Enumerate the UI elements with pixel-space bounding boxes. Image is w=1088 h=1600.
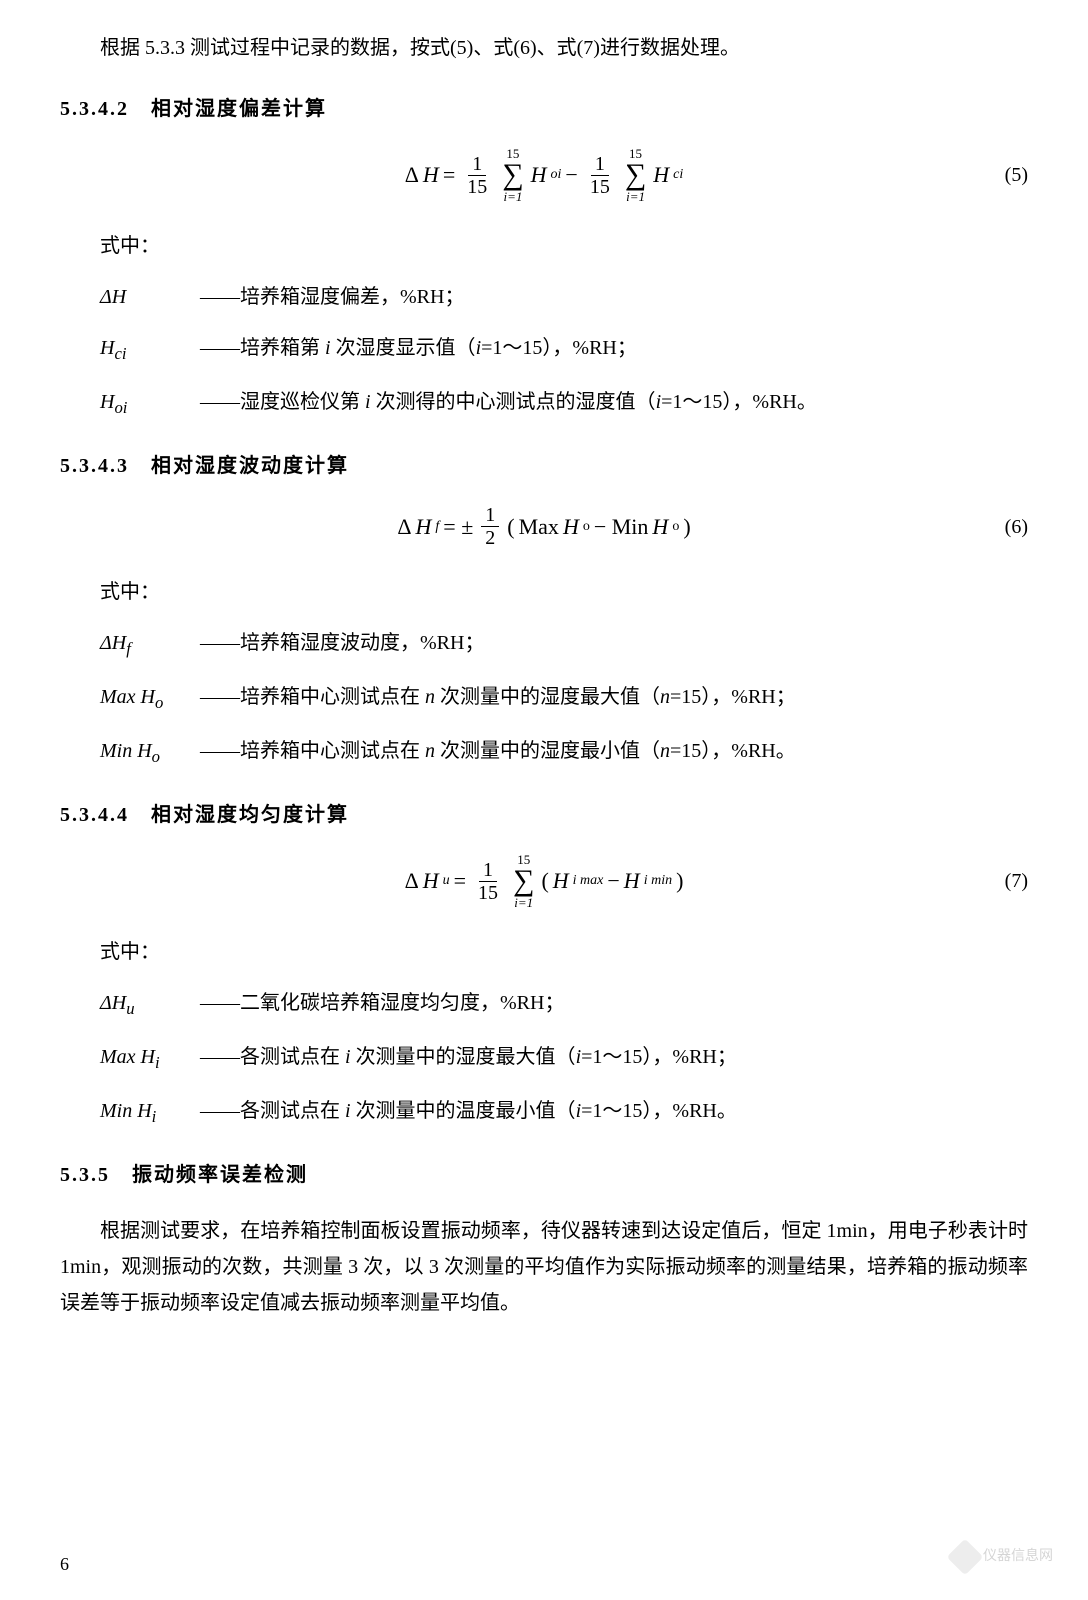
heading-5342: 5.3.4.2 相对湿度偏差计算 [60, 91, 1028, 127]
where-1: 式中： [100, 228, 1028, 264]
definition-line: ΔH ——培养箱湿度偏差，%RH； [100, 279, 1028, 315]
heading-535: 5.3.5 振动频率误差检测 [60, 1157, 1028, 1193]
body-para-535: 根据测试要求，在培养箱控制面板设置振动频率，待仪器转速到达设定值后，恒定 1mi… [60, 1213, 1028, 1321]
heading-5343: 5.3.4.3 相对湿度波动度计算 [60, 448, 1028, 484]
page-number: 6 [60, 1548, 69, 1580]
eq-num-5: (5) [1005, 157, 1028, 193]
definition-line: Hoi ——湿度巡检仪第 i 次测得的中心测试点的湿度值（i=1～15），%RH… [100, 384, 1028, 423]
definition-line: ΔHf ——培养箱湿度波动度，%RH； [100, 625, 1028, 664]
intro-text: 根据 5.3.3 测试过程中记录的数据，按式(5)、式(6)、式(7)进行数据处… [60, 30, 1028, 66]
heading-5344: 5.3.4.4 相对湿度均匀度计算 [60, 797, 1028, 833]
definition-line: Max Ho ——培养箱中心测试点在 n 次测量中的湿度最大值（n=15），%R… [100, 679, 1028, 718]
watermark-logo: 仪器信息网 [952, 1544, 1053, 1570]
definition-line: Min Hi ——各测试点在 i 次测量中的温度最小值（i=1～15），%RH。 [100, 1093, 1028, 1132]
definition-line: Max Hi ——各测试点在 i 次测量中的湿度最大值（i=1～15），%RH； [100, 1039, 1028, 1078]
definition-line: Hci ——培养箱第 i 次湿度显示值（i=1～15），%RH； [100, 330, 1028, 369]
where-2: 式中： [100, 574, 1028, 610]
definition-line: Min Ho ——培养箱中心测试点在 n 次测量中的湿度最小值（n=15），%R… [100, 733, 1028, 772]
formula-6: ΔHf = ± 12 (Max Ho − Min Ho) (6) [60, 504, 1028, 549]
formula-5: ΔH = 115 15∑i=1 Hoi − 115 15∑i=1 Hci (5) [60, 147, 1028, 203]
eq-num-7: (7) [1005, 863, 1028, 899]
where-3: 式中： [100, 934, 1028, 970]
eq-num-6: (6) [1005, 509, 1028, 545]
definition-line: ΔHu ——二氧化碳培养箱湿度均匀度，%RH； [100, 985, 1028, 1024]
watermark-text: 仪器信息网 [983, 1544, 1053, 1569]
watermark-icon [947, 1539, 984, 1576]
formula-7: ΔHu = 115 15∑i=1 (Hi max − Hi min) (7) [60, 853, 1028, 909]
